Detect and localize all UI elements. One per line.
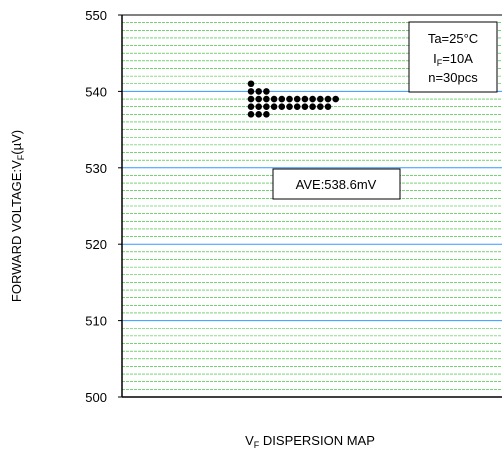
y-tick-label: 500 [85, 390, 107, 405]
data-point [247, 111, 255, 118]
data-point [263, 95, 270, 103]
condition-current: IF=10A [433, 51, 473, 68]
conditions-box-frame [408, 21, 498, 93]
y-tick-label: 520 [85, 237, 107, 252]
data-point [293, 103, 301, 110]
average-box-frame [272, 168, 401, 200]
data-point [301, 103, 309, 110]
data-point [255, 95, 262, 103]
data-point [263, 111, 270, 118]
data-point [247, 95, 255, 103]
plot-frame [121, 14, 502, 398]
data-point [293, 95, 301, 103]
conditions-box: Ta=25°C IF=10A n=30pcs [408, 21, 498, 93]
data-point [278, 103, 286, 110]
y-tick-marks [118, 14, 122, 398]
data-point [247, 88, 255, 95]
data-point [255, 88, 262, 95]
data-point [324, 95, 332, 103]
data-point [263, 88, 270, 95]
y-tick-label: 510 [85, 314, 107, 329]
data-point [324, 103, 332, 110]
data-point [270, 95, 278, 103]
average-label: AVE:538.6mV [296, 177, 377, 192]
data-point [317, 95, 324, 103]
data-point [278, 95, 286, 103]
data-point [255, 111, 262, 118]
data-point [332, 95, 340, 103]
data-point [286, 103, 293, 110]
y-tick-labels: 500 510 520 530 540 550 [85, 8, 107, 405]
y-tick-label: 530 [85, 161, 107, 176]
y-tick-label: 550 [85, 8, 107, 23]
data-point [247, 103, 255, 110]
average-box: AVE:538.6mV [272, 168, 401, 200]
data-point [263, 103, 270, 110]
major-grid [122, 90, 502, 322]
condition-sample-count: n=30pcs [428, 70, 478, 85]
y-tick-label: 540 [85, 84, 107, 99]
data-point [247, 80, 255, 88]
condition-temperature: Ta=25°C [428, 31, 478, 46]
data-point [255, 103, 262, 110]
data-points [247, 80, 340, 118]
data-point [301, 95, 309, 103]
y-axis-label: FORWARD VOLTAGE:VF(µV) [9, 130, 26, 302]
data-point [309, 103, 316, 110]
data-point [286, 95, 293, 103]
data-point [309, 95, 316, 103]
data-point [270, 103, 278, 110]
data-point [317, 103, 324, 110]
x-axis-label: VF DISPERSION MAP [245, 433, 375, 450]
